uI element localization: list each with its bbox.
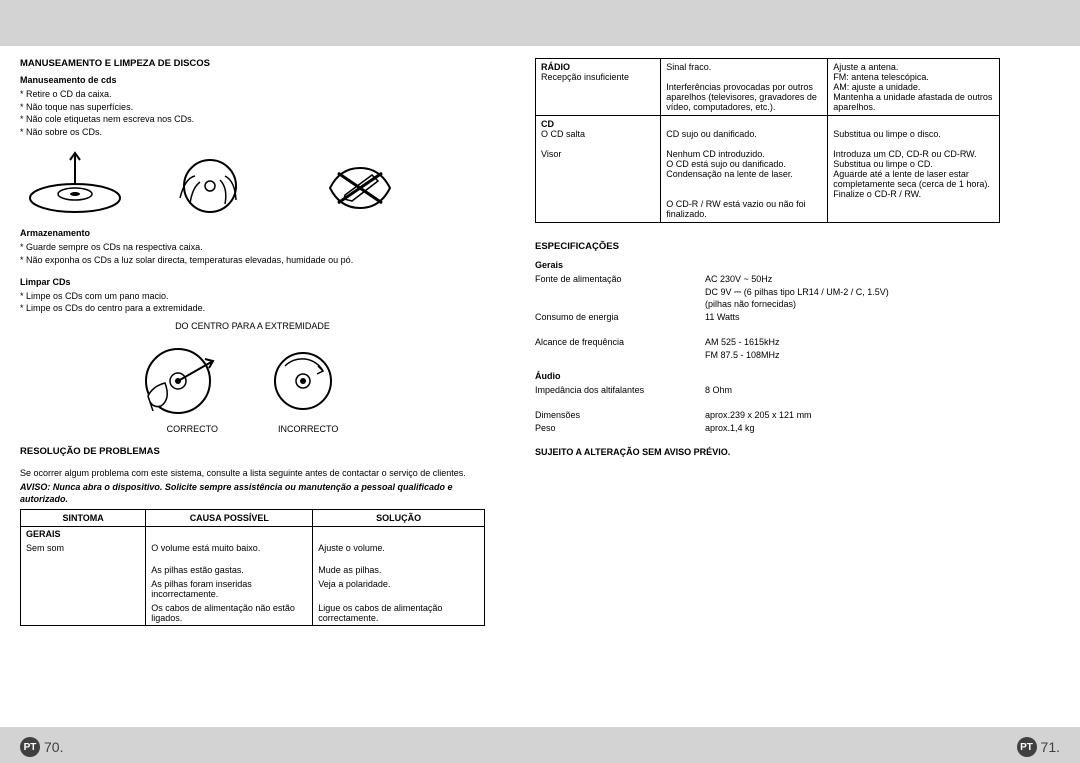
lang-badge: PT: [1017, 737, 1037, 757]
storage-item: * Guarde sempre os CDs na respectiva cai…: [20, 241, 485, 254]
storage-item: * Não exponha os CDs a luz solar directa…: [20, 254, 485, 267]
pages: MANUSEAMENTO E LIMPEZA DE DISCOS Manusea…: [0, 46, 1080, 676]
cleaning-illustration: CORRECTO INCORRECTO: [20, 341, 485, 434]
caption-correct: CORRECTO: [167, 424, 218, 434]
lang-badge: PT: [20, 737, 40, 757]
th-symptom: SINTOMA: [21, 510, 146, 527]
caption-incorrect: INCORRECTO: [278, 424, 338, 434]
footer-bar: PT 70. PT 71.: [0, 727, 1080, 763]
th-solution: SOLUÇÃO: [313, 510, 485, 527]
sub-storage: Armazenamento: [20, 228, 485, 238]
table-row: Sem som O volume está muito baixo. Ajust…: [21, 541, 485, 555]
spec-audio: Áudio: [535, 371, 1000, 381]
sub-clean: Limpar CDs: [20, 277, 485, 287]
handling-illustration: [20, 148, 485, 218]
sub-handling: Manuseamento de cds: [20, 75, 485, 85]
handling-item: * Não cole etiquetas nem escreva nos CDs…: [20, 113, 485, 126]
page-left: MANUSEAMENTO E LIMPEZA DE DISCOS Manusea…: [0, 46, 505, 676]
cd-label: CD: [541, 119, 554, 129]
storage-list: * Guarde sempre os CDs na respectiva cai…: [20, 241, 485, 266]
troubleshoot-table: SINTOMA CAUSA POSSÍVEL SOLUÇÃO GERAIS Se…: [20, 509, 485, 626]
spec-list: Fonte de alimentaçãoAC 230V ~ 50Hz DC 9V…: [535, 273, 1000, 361]
heading-troubleshoot: RESOLUÇÃO DE PROBLEMAS: [20, 446, 485, 457]
clean-item: * Limpe os CDs do centro para a extremid…: [20, 302, 485, 315]
clean-list: * Limpe os CDs com um pano macio. * Limp…: [20, 290, 485, 315]
warning: AVISO: Nunca abra o dispositivo. Solicit…: [20, 481, 485, 505]
radio-cd-table: RÁDIO Recepção insuficiente Sinal fraco.…: [535, 58, 1000, 223]
trouble-intro: Se ocorrer algum problema com este siste…: [20, 467, 485, 479]
top-bar: [0, 0, 1080, 46]
page-number-right: PT 71.: [1017, 737, 1060, 757]
table-row: As pilhas foram inseridas incorrectament…: [21, 577, 485, 601]
spec-heading: ESPECIFICAÇÕES: [535, 241, 1000, 252]
gerais-label: GERAIS: [26, 529, 61, 539]
spec-gerais: Gerais: [535, 260, 1000, 270]
handling-item: * Retire o CD da caixa.: [20, 88, 485, 101]
caption-direction: DO CENTRO PARA A EXTREMIDADE: [20, 321, 485, 331]
handling-item: * Não toque nas superfícies.: [20, 101, 485, 114]
th-cause: CAUSA POSSÍVEL: [146, 510, 313, 527]
page-number-left: PT 70.: [20, 737, 63, 757]
handling-item: * Não sobre os CDs.: [20, 126, 485, 139]
page-right: RÁDIO Recepção insuficiente Sinal fraco.…: [515, 46, 1020, 676]
handling-list: * Retire o CD da caixa. * Não toque nas …: [20, 88, 485, 138]
clean-item: * Limpe os CDs com um pano macio.: [20, 290, 485, 303]
heading-handling: MANUSEAMENTO E LIMPEZA DE DISCOS: [20, 58, 485, 69]
table-row: Os cabos de alimentação não estão ligado…: [21, 601, 485, 626]
radio-label: RÁDIO: [541, 62, 570, 72]
notice: SUJEITO A ALTERAÇÃO SEM AVISO PRÉVIO.: [535, 447, 1000, 457]
table-row: As pilhas estão gastas. Mude as pilhas.: [21, 563, 485, 577]
audio-spec-list: Impedância dos altifalantes8 Ohm Dimensõ…: [535, 384, 1000, 434]
